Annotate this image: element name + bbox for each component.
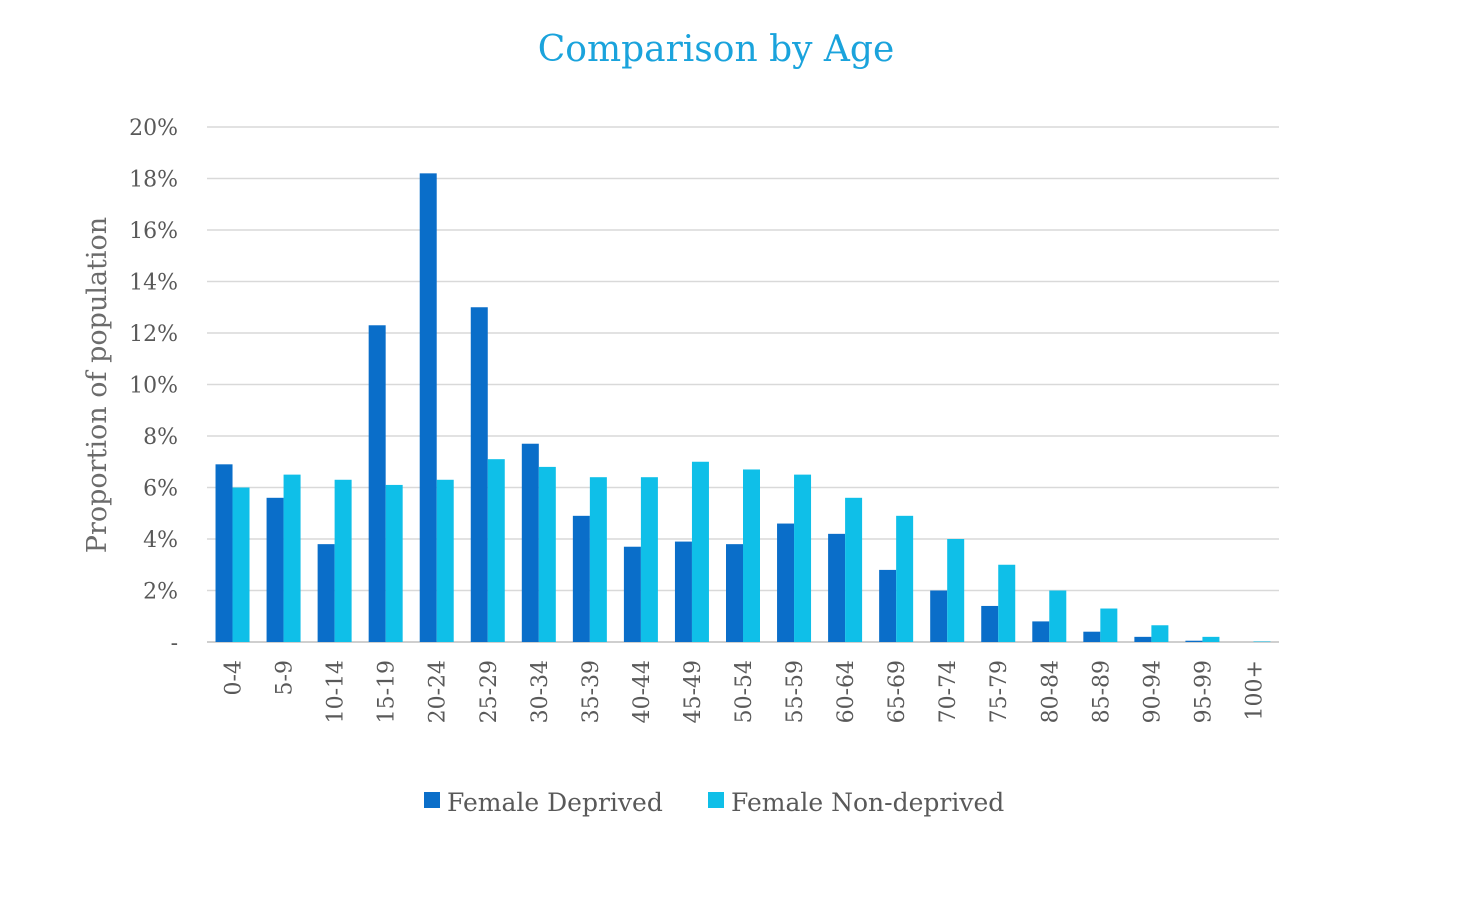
bar — [334, 479, 352, 642]
bar — [1049, 590, 1067, 642]
x-axis-ticks: 0-4 5-9 10-14 15-19 20-24 25-29 30-34 35-39 40-4… — [222, 660, 1268, 723]
x-tick-label: 60-64 — [834, 660, 859, 723]
y-tick-label: 12% — [129, 322, 178, 347]
x-tick-label: 45-49 — [681, 660, 706, 723]
x-tick-label: 90-94 — [1140, 660, 1165, 723]
y-tick-label: 18% — [129, 168, 178, 193]
bar — [981, 605, 999, 642]
bar — [215, 464, 233, 642]
bar — [538, 466, 556, 642]
bar — [896, 515, 914, 642]
x-tick-label: 65-69 — [885, 660, 910, 723]
x-tick-label: 40-44 — [630, 660, 655, 723]
x-tick-label: 25-29 — [477, 660, 502, 723]
bar — [1253, 641, 1271, 642]
x-tick-label: 30-34 — [528, 660, 553, 723]
y-tick-label: 2% — [143, 580, 178, 605]
x-tick-label: 70-74 — [936, 660, 961, 723]
bar — [777, 523, 795, 642]
bar — [930, 590, 948, 642]
y-tick-label: 4% — [143, 528, 178, 553]
bar — [640, 477, 658, 642]
bar — [998, 564, 1016, 642]
bar — [487, 459, 505, 642]
x-tick-label: 80-84 — [1038, 660, 1063, 723]
bar — [947, 539, 965, 642]
x-tick-label: 50-54 — [732, 660, 757, 723]
x-tick-label: 20-24 — [426, 660, 451, 723]
bar — [1134, 636, 1152, 642]
x-tick-label: 100+ — [1242, 660, 1267, 720]
bar — [470, 307, 488, 642]
bar — [794, 474, 812, 642]
x-tick-label: 85-89 — [1089, 660, 1114, 723]
bar — [1100, 608, 1118, 642]
bar — [436, 479, 454, 642]
bar — [589, 477, 607, 642]
bar — [385, 484, 403, 642]
bar — [691, 461, 709, 642]
bar — [232, 487, 250, 642]
x-tick-label: 15-19 — [375, 660, 400, 723]
bar — [283, 474, 301, 642]
y-axis-ticks: - 2% 4% 6% 8% 10% 12% 14% 16% 18% 20% — [129, 116, 178, 656]
y-tick-label: 8% — [143, 425, 178, 450]
bar — [317, 544, 335, 642]
bar — [743, 469, 760, 642]
y-tick-label: 6% — [143, 477, 178, 502]
bar — [674, 541, 692, 642]
bar — [1151, 625, 1169, 642]
y-axis-label: Proportion of population — [82, 217, 113, 553]
bar — [1202, 636, 1220, 642]
y-tick-label: 14% — [129, 271, 178, 296]
bar — [1083, 631, 1101, 642]
legend-swatch-female-non-deprived — [708, 792, 724, 808]
legend-swatch-female-deprived — [424, 792, 440, 808]
bar — [726, 544, 743, 642]
bar — [368, 325, 386, 642]
y-tick-label: 20% — [129, 116, 178, 141]
bar — [521, 443, 539, 642]
x-tick-label: 10-14 — [324, 660, 349, 723]
x-tick-label: 0-4 — [222, 660, 247, 695]
legend-label-female-non-deprived: Female Non-deprived — [731, 788, 1004, 817]
x-tick-label: 35-39 — [579, 660, 604, 723]
bars — [215, 173, 1271, 642]
bar — [845, 497, 863, 642]
bar — [1032, 621, 1050, 642]
x-tick-label: 55-59 — [783, 660, 808, 723]
bar — [623, 546, 641, 642]
bar — [419, 173, 437, 642]
chart-title: Comparison by Age — [538, 29, 895, 70]
x-tick-label: 5-9 — [273, 660, 298, 695]
bar — [1185, 640, 1203, 642]
bar — [266, 497, 284, 642]
bar — [879, 569, 897, 642]
y-tick-label: 16% — [129, 219, 178, 244]
y-tick-label: 10% — [129, 374, 178, 399]
x-tick-label: 95-99 — [1191, 660, 1216, 723]
legend: Female Deprived Female Non-deprived — [424, 788, 1004, 817]
bar — [572, 515, 590, 642]
y-tick-label: - — [171, 631, 178, 656]
bar — [828, 533, 846, 642]
x-tick-label: 75-79 — [987, 660, 1012, 723]
legend-label-female-deprived: Female Deprived — [447, 788, 663, 817]
